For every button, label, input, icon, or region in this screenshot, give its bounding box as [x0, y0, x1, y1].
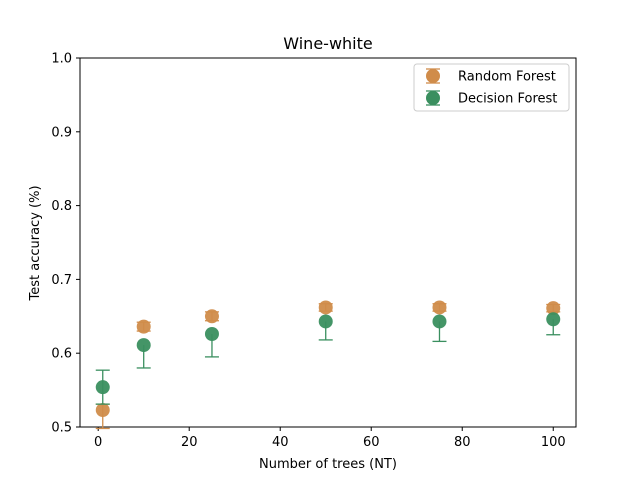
x-tick-label: 100 [541, 435, 566, 450]
data-point [546, 301, 561, 316]
x-tick-label: 0 [94, 435, 102, 450]
legend-marker [426, 91, 440, 105]
data-point [204, 309, 219, 324]
y-tick-label: 0.6 [51, 347, 72, 362]
data-point [95, 403, 110, 418]
chart-legend: Random Forest Decision Forest [413, 63, 570, 112]
y-tick-label: 0.9 [51, 125, 72, 140]
y-tick-label: 0.5 [51, 421, 72, 436]
y-tick-label: 1.0 [51, 52, 72, 67]
x-tick-label: 60 [363, 435, 380, 450]
data-point [432, 300, 447, 315]
data-point [136, 319, 151, 334]
data-point [318, 314, 333, 329]
x-tick-label: 80 [454, 435, 471, 450]
plot-frame [79, 57, 577, 428]
y-axis-label: Test accuracy (%) [28, 185, 43, 301]
legend-marker [426, 69, 440, 83]
y-tick-label: 0.8 [51, 199, 72, 214]
data-point [136, 338, 151, 353]
x-tick-label: 20 [181, 435, 198, 450]
y-tick-label: 0.7 [51, 273, 72, 288]
legend-label: Random Forest [458, 70, 556, 85]
data-point [546, 312, 561, 327]
legend-label: Decision Forest [458, 92, 557, 107]
x-tick-label: 40 [272, 435, 289, 450]
data-point [432, 314, 447, 329]
chart-title: Wine-white [283, 34, 372, 53]
data-point [204, 327, 219, 342]
x-axis-label: Number of trees (NT) [259, 457, 397, 472]
data-point [318, 300, 333, 315]
data-point [95, 380, 110, 395]
legend-box [413, 63, 570, 112]
plot-area: 0 20 40 60 80 100 0.5 0.6 0.7 0.8 0.9 1.0 [51, 52, 577, 450]
